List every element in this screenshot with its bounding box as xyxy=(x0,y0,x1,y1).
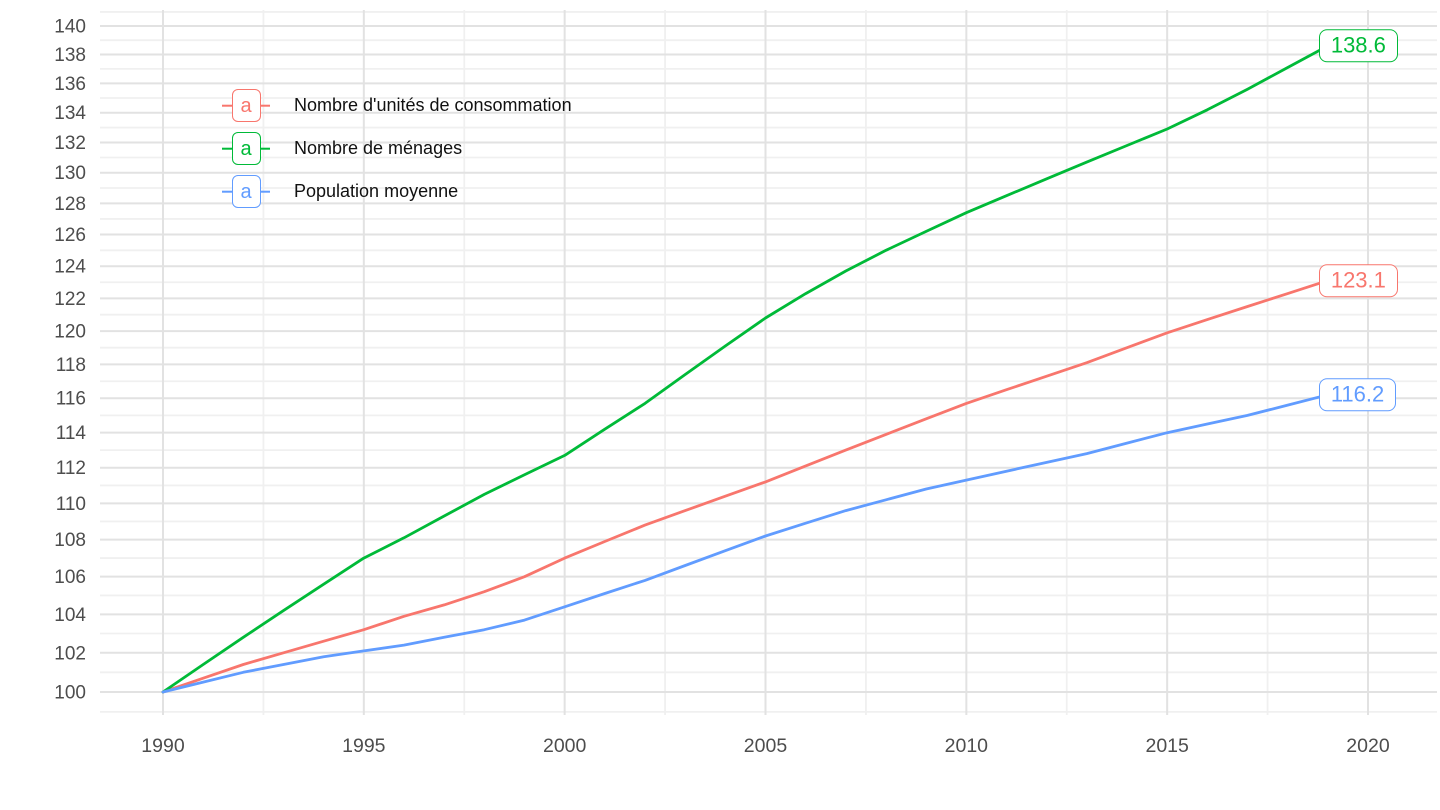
legend-key-wrap: a xyxy=(222,88,270,123)
y-axis-tick-label: 130 xyxy=(54,163,86,184)
y-axis-tick-label: 138 xyxy=(54,45,86,66)
legend-item-unites-consommation: a Nombre d'unités de consommation xyxy=(222,88,572,123)
x-axis-tick-label: 1990 xyxy=(141,735,185,757)
legend-a-key-icon: a xyxy=(231,132,261,165)
y-axis-tick-label: 116 xyxy=(56,389,86,410)
x-axis-tick-label: 2000 xyxy=(543,735,587,757)
series-line-0 xyxy=(161,279,1330,694)
legend-label: Nombre d'unités de consommation xyxy=(294,95,572,115)
end-value-label-menages: 138.6 xyxy=(1318,29,1398,63)
series-line-1 xyxy=(161,44,1330,694)
legend-label: Nombre de ménages xyxy=(294,138,463,158)
y-axis-tick-label: 134 xyxy=(54,103,86,124)
legend-label: Population moyenne xyxy=(294,181,459,201)
legend-item-menages: a Nombre de ménages xyxy=(222,131,572,166)
y-axis-tick-label: 128 xyxy=(54,194,86,215)
y-axis-tick-label: 100 xyxy=(54,683,86,704)
series-line-2 xyxy=(161,393,1330,694)
x-axis-tick-label: 1995 xyxy=(342,735,386,757)
y-axis-tick-label: 140 xyxy=(54,17,86,38)
x-axis-tick-label: 2010 xyxy=(945,735,989,757)
y-axis-tick-label: 106 xyxy=(54,567,86,588)
y-axis-tick-label: 122 xyxy=(54,289,86,310)
y-axis-tick-label: 120 xyxy=(54,322,86,343)
x-axis-tick-label: 2020 xyxy=(1346,735,1390,757)
y-axis-tick-label: 108 xyxy=(54,530,86,551)
y-axis-tick-label: 110 xyxy=(56,494,86,515)
end-value-label-unites-consommation: 123.1 xyxy=(1318,263,1398,298)
end-value-label-population-moyenne: 116.2 xyxy=(1318,378,1397,412)
x-axis-tick-label: 2015 xyxy=(1145,735,1189,757)
legend-key-wrap: a xyxy=(222,174,270,209)
y-axis-tick-label: 114 xyxy=(56,423,87,444)
y-axis-tick-label: 124 xyxy=(54,257,86,278)
y-axis-tick-label: 112 xyxy=(56,458,86,479)
y-axis-tick-label: 102 xyxy=(54,643,86,664)
legend-key-wrap: a xyxy=(222,131,270,166)
legend-a-key-icon: a xyxy=(231,175,261,208)
y-axis-tick-label: 104 xyxy=(54,605,86,626)
y-axis-tick-label: 136 xyxy=(54,74,86,95)
legend-a-key-icon: a xyxy=(231,89,261,122)
y-axis-tick-label: 126 xyxy=(54,225,86,246)
x-axis-tick-label: 2005 xyxy=(744,735,788,757)
y-axis-tick-label: 132 xyxy=(54,133,86,154)
legend-item-population-moyenne: a Population moyenne xyxy=(222,174,572,209)
y-axis-tick-label: 118 xyxy=(56,355,86,376)
chart-legend: a Nombre d'unités de consommation a Nomb… xyxy=(222,88,572,209)
